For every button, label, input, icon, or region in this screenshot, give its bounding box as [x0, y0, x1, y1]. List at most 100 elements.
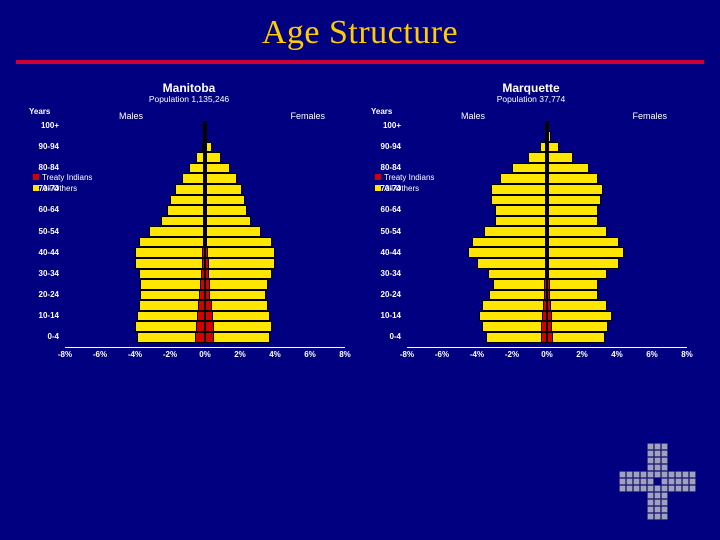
- x-tick: -8%: [58, 350, 72, 359]
- bar-treaty-indians: [547, 300, 551, 311]
- x-axis: -8%-6%-4%-2%0%2%4%6%8%: [407, 347, 687, 363]
- bar-all-others: [547, 173, 598, 184]
- bar-treaty-indians: [198, 300, 205, 311]
- bar-treaty-indians: [205, 173, 207, 184]
- bar-all-others: [547, 195, 601, 206]
- x-tick: 4%: [269, 350, 281, 359]
- bar-all-others: [547, 184, 603, 195]
- bar-treaty-indians: [205, 131, 207, 142]
- female-label: Females: [290, 111, 325, 121]
- bar-treaty-indians: [547, 121, 549, 132]
- bar-treaty-indians: [547, 332, 553, 343]
- bar-all-others: [484, 226, 547, 237]
- bar-all-others: [547, 300, 607, 311]
- bar-all-others: [149, 226, 205, 237]
- x-tick: -8%: [400, 350, 414, 359]
- bar-treaty-indians: [205, 321, 214, 332]
- x-tick: 6%: [646, 350, 658, 359]
- x-tick: -6%: [435, 350, 449, 359]
- bar-all-others: [547, 269, 607, 280]
- bar-treaty-indians: [205, 258, 209, 269]
- bar-treaty-indians: [547, 131, 549, 142]
- x-tick: 0%: [541, 350, 553, 359]
- x-tick: -2%: [505, 350, 519, 359]
- bar-all-others: [205, 205, 247, 216]
- bar-all-others: [140, 290, 205, 301]
- bar-all-others: [205, 247, 275, 258]
- page-title: Age Structure: [0, 14, 720, 52]
- bar-treaty-indians: [205, 195, 207, 206]
- bar-all-others: [468, 247, 547, 258]
- bar-treaty-indians: [547, 216, 549, 227]
- bar-all-others: [205, 195, 245, 206]
- bar-all-others: [547, 216, 598, 227]
- bar-treaty-indians: [205, 311, 213, 322]
- bar-all-others: [205, 237, 272, 248]
- bar-all-others: [491, 195, 547, 206]
- bar-treaty-indians: [195, 332, 205, 343]
- bar-treaty-indians: [547, 205, 549, 216]
- bar-treaty-indians: [547, 152, 549, 163]
- bar-treaty-indians: [205, 290, 210, 301]
- bar-all-others: [547, 152, 573, 163]
- y-axis-title: Years: [371, 107, 392, 116]
- bar-treaty-indians: [205, 205, 207, 216]
- male-label: Males: [119, 111, 143, 121]
- bar-all-others: [205, 163, 230, 174]
- bar-all-others: [495, 216, 548, 227]
- chart-subtitle: Population 1,135,246: [29, 95, 349, 104]
- bar-all-others: [205, 279, 268, 290]
- bar-all-others: [491, 184, 547, 195]
- bars-area: [407, 121, 687, 343]
- bar-all-others: [139, 300, 206, 311]
- bar-treaty-indians: [547, 269, 549, 280]
- x-tick: -2%: [163, 350, 177, 359]
- bar-all-others: [135, 258, 205, 269]
- bar-all-others: [205, 321, 272, 332]
- bar-all-others: [495, 205, 548, 216]
- bar-all-others: [472, 237, 547, 248]
- male-label: Males: [461, 111, 485, 121]
- bar-treaty-indians: [197, 311, 205, 322]
- bar-treaty-indians: [205, 216, 207, 227]
- bar-all-others: [137, 311, 205, 322]
- bar-all-others: [512, 163, 547, 174]
- bar-treaty-indians: [547, 279, 550, 290]
- bar-treaty-indians: [547, 237, 549, 248]
- bar-treaty-indians: [205, 269, 209, 280]
- bar-all-others: [482, 321, 547, 332]
- bar-all-others: [205, 311, 270, 322]
- bar-all-others: [547, 205, 598, 216]
- bar-treaty-indians: [205, 237, 207, 248]
- x-tick: 2%: [234, 350, 246, 359]
- bar-all-others: [205, 184, 242, 195]
- bar-all-others: [547, 226, 607, 237]
- bar-all-others: [479, 311, 547, 322]
- y-axis-title: Years: [29, 107, 50, 116]
- bar-all-others: [167, 205, 206, 216]
- bar-all-others: [486, 332, 547, 343]
- bar-all-others: [205, 300, 268, 311]
- bar-treaty-indians: [205, 121, 207, 132]
- footer-logo: [616, 440, 700, 524]
- bar-all-others: [547, 163, 589, 174]
- x-tick: 8%: [681, 350, 693, 359]
- bar-all-others: [205, 290, 266, 301]
- bar-treaty-indians: [547, 195, 549, 206]
- bar-treaty-indians: [205, 226, 207, 237]
- bar-all-others: [488, 269, 548, 280]
- bar-treaty-indians: [196, 321, 205, 332]
- bar-all-others: [205, 226, 261, 237]
- bars-area: [65, 121, 345, 343]
- bar-treaty-indians: [205, 332, 214, 343]
- chart-plot: Years100+90-9480-8470-7460-6450-5440-443…: [29, 121, 349, 363]
- bar-all-others: [139, 237, 206, 248]
- x-tick: 2%: [576, 350, 588, 359]
- bar-all-others: [205, 216, 251, 227]
- bar-all-others: [489, 290, 547, 301]
- bar-treaty-indians: [547, 184, 549, 195]
- bar-all-others: [135, 247, 205, 258]
- x-tick: -4%: [128, 350, 142, 359]
- bar-all-others: [139, 269, 206, 280]
- bar-all-others: [205, 332, 270, 343]
